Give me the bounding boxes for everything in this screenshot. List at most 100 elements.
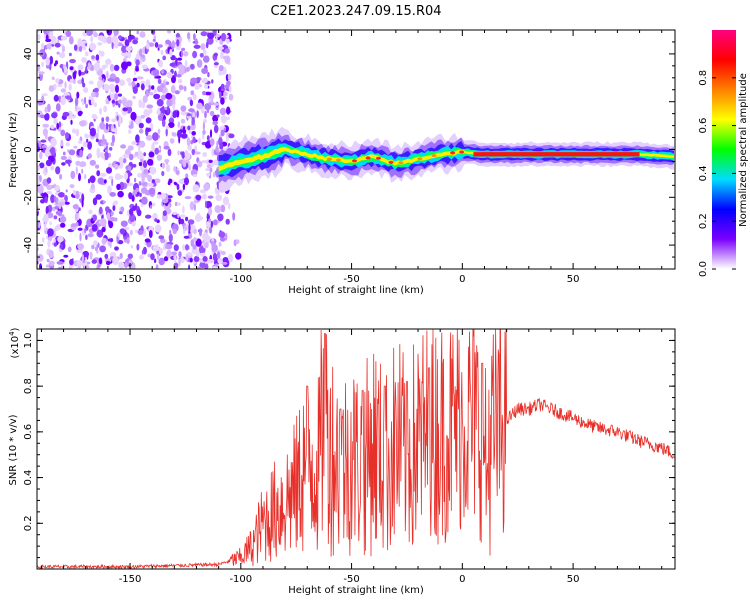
noise-speckle	[184, 59, 188, 69]
noise-speckle	[55, 166, 61, 175]
noise-speckle	[64, 95, 72, 100]
noise-speckle	[192, 237, 198, 242]
noise-speckle	[113, 200, 119, 205]
noise-speckle	[171, 132, 177, 137]
noise-speckle	[117, 190, 124, 198]
noise-speckle	[45, 205, 49, 215]
noise-speckle	[132, 205, 137, 211]
noise-speckle	[173, 244, 179, 252]
noise-speckle	[203, 183, 210, 191]
noise-speckle	[148, 187, 156, 195]
noise-speckle	[211, 148, 215, 157]
noise-speckle	[183, 85, 187, 92]
noise-speckle	[132, 190, 138, 196]
noise-speckle	[210, 163, 214, 167]
noise-speckle	[212, 114, 219, 123]
noise-speckle	[60, 139, 64, 147]
noise-speckle	[61, 162, 66, 166]
noise-speckle	[226, 80, 231, 86]
noise-speckle	[143, 160, 147, 168]
noise-speckle	[41, 93, 48, 97]
noise-speckle	[168, 117, 175, 124]
noise-speckle	[127, 51, 132, 59]
noise-speckle	[141, 196, 148, 205]
noise-speckle	[199, 261, 206, 269]
noise-speckle	[45, 56, 50, 66]
noise-speckle	[165, 125, 170, 130]
noise-speckle	[93, 102, 97, 107]
noise-speckle	[99, 107, 103, 115]
x-tick-label: 0	[459, 274, 465, 285]
noise-speckle	[40, 139, 47, 143]
noise-speckle	[206, 37, 214, 45]
noise-speckle	[165, 244, 173, 250]
noise-speckle	[84, 173, 87, 180]
noise-speckle	[84, 259, 88, 266]
noise-speckle	[224, 55, 231, 64]
noise-speckle	[89, 42, 97, 51]
noise-speckle	[152, 141, 159, 145]
noise-speckle	[51, 112, 58, 119]
noise-speckle	[136, 243, 140, 251]
noise-speckle	[73, 78, 76, 85]
noise-speckle	[132, 85, 138, 94]
noise-speckle	[228, 253, 233, 263]
noise-speckle	[128, 192, 133, 200]
noise-speckle	[139, 254, 144, 260]
noise-speckle	[73, 145, 78, 149]
noise-speckle	[109, 147, 113, 151]
noise-speckle	[79, 232, 82, 242]
noise-speckle	[198, 137, 201, 144]
noise-speckle	[78, 173, 81, 182]
noise-speckle	[47, 239, 51, 248]
noise-speckle	[79, 120, 87, 127]
noise-speckle	[68, 52, 72, 57]
noise-speckle	[114, 76, 120, 84]
noise-speckle	[134, 177, 137, 183]
noise-speckle	[106, 212, 111, 221]
noise-speckle	[208, 218, 212, 223]
noise-speckle	[156, 109, 161, 116]
noise-speckle	[217, 213, 224, 222]
noise-speckle	[140, 83, 145, 91]
noise-speckle	[186, 32, 191, 40]
noise-speckle	[79, 149, 83, 158]
noise-speckle	[207, 72, 210, 78]
noise-speckle	[129, 213, 136, 223]
y-tick-label: 0	[23, 146, 34, 152]
noise-speckle	[128, 259, 133, 265]
noise-speckle	[216, 251, 221, 259]
noise-speckle	[78, 42, 85, 48]
noise-speckle	[98, 257, 103, 265]
noise-speckle	[65, 159, 72, 164]
x-tick-label: -100	[229, 574, 252, 585]
noise-speckle	[140, 114, 146, 119]
y-tick-label: 0.4	[23, 470, 34, 486]
noise-speckle	[84, 227, 87, 234]
noise-speckle	[212, 120, 218, 126]
noise-speckle	[98, 76, 103, 81]
noise-speckle	[190, 140, 194, 145]
noise-speckle	[119, 252, 123, 260]
noise-speckle	[37, 204, 40, 212]
noise-speckle	[46, 190, 53, 195]
noise-speckle	[185, 173, 189, 179]
noise-speckle	[220, 32, 227, 42]
x-tick-label: 50	[567, 574, 580, 585]
noise-speckle	[158, 235, 165, 240]
noise-speckle	[143, 152, 147, 157]
noise-speckle	[91, 259, 98, 264]
signal-peak-dot	[352, 159, 357, 163]
spectrogram-panel: -150 -100 -50 0 50 -40 -20 0 20 40 Height of stra…	[8, 29, 676, 296]
noise-speckle	[146, 104, 154, 109]
noise-speckle	[138, 161, 143, 167]
noise-speckle	[131, 141, 138, 145]
noise-speckle	[62, 151, 66, 156]
noise-speckle	[107, 185, 112, 195]
noise-speckle	[193, 33, 196, 41]
colorbar: 0.0 0.2 0.4 0.6 0.8 Normalized spectral ampl…	[698, 30, 749, 277]
noise-speckle	[70, 170, 76, 180]
noise-speckle	[205, 200, 212, 209]
noise-speckle	[216, 140, 219, 148]
noise-speckle	[132, 39, 139, 45]
